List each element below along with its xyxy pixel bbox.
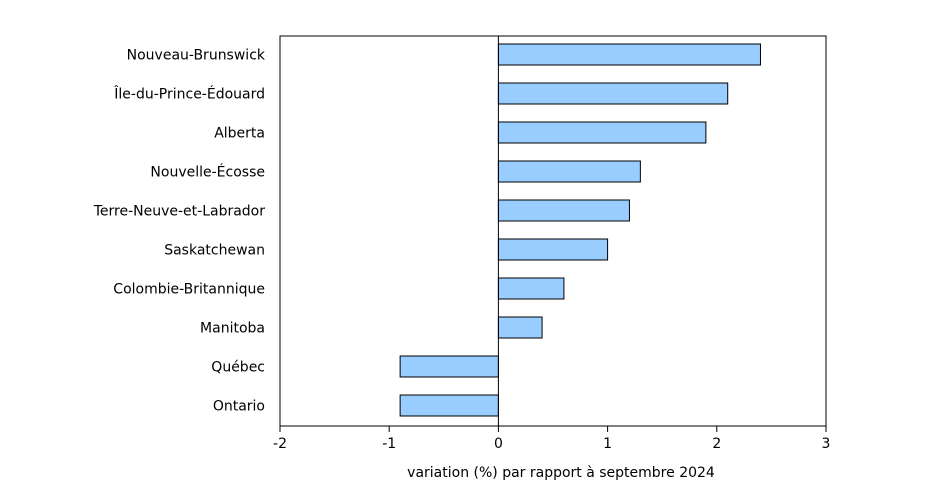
bar-4 (497, 199, 630, 222)
bar-8 (399, 355, 499, 378)
bar-7 (497, 316, 543, 339)
category-label: Manitoba (200, 321, 265, 337)
x-tick-label: -2 (273, 436, 287, 452)
category-label: Colombie-Britannique (113, 282, 265, 298)
category-label: Alberta (214, 126, 265, 142)
category-label: Saskatchewan (164, 243, 265, 259)
x-tick-label: 2 (712, 436, 721, 452)
bar-2 (497, 121, 707, 144)
category-labels: Nouveau-Brunswick Île-du-Prince-Édouard Al… (93, 48, 266, 415)
bar-5 (497, 238, 609, 261)
category-label: Québec (211, 360, 265, 376)
plot-area-frame (279, 35, 827, 427)
bar-0 (497, 43, 761, 66)
bar-1 (497, 82, 729, 105)
x-axis-ticks: -2 -1 0 1 2 3 (273, 426, 830, 452)
bar-9 (399, 394, 499, 417)
category-label: Nouvelle-Écosse (150, 164, 265, 181)
bar-6 (497, 277, 565, 300)
category-label: Ontario (213, 399, 265, 415)
x-tick-label: 0 (494, 436, 503, 452)
category-label: Terre-Neuve-et-Labrador (93, 204, 266, 220)
x-tick-label: -1 (382, 436, 396, 452)
x-tick-label: 1 (603, 436, 612, 452)
bar-3 (497, 160, 641, 183)
bars-group (399, 43, 761, 417)
x-tick-label: 3 (822, 436, 831, 452)
x-axis-title: variation (%) par rapport à septembre 20… (407, 465, 715, 481)
category-label: Nouveau-Brunswick (127, 48, 266, 64)
category-label: Île-du-Prince-Édouard (113, 85, 265, 103)
